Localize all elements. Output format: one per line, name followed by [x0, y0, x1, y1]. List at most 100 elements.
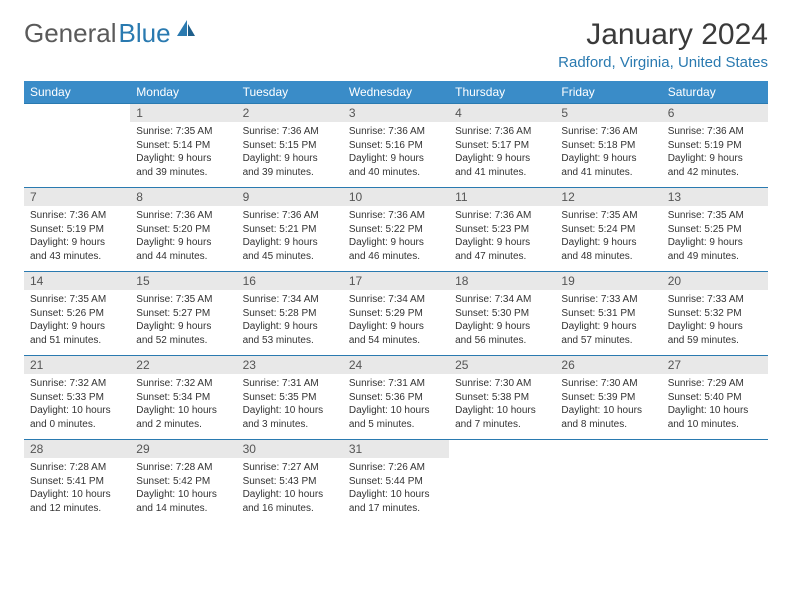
detail-line: Daylight: 9 hours [455, 152, 549, 166]
detail-line: Daylight: 9 hours [668, 236, 762, 250]
detail-line: Sunset: 5:15 PM [243, 139, 337, 153]
day-cell: 20Sunrise: 7:33 AMSunset: 5:32 PMDayligh… [662, 272, 768, 356]
day-details: Sunrise: 7:36 AMSunset: 5:22 PMDaylight:… [343, 206, 449, 271]
detail-line: Sunrise: 7:34 AM [349, 293, 443, 307]
title-block: January 2024 Radford, Virginia, United S… [558, 18, 768, 71]
day-cell: 11Sunrise: 7:36 AMSunset: 5:23 PMDayligh… [449, 188, 555, 272]
detail-line: Sunset: 5:14 PM [136, 139, 230, 153]
day-number: 27 [662, 356, 768, 374]
day-number: 3 [343, 104, 449, 122]
day-details: Sunrise: 7:36 AMSunset: 5:18 PMDaylight:… [555, 122, 661, 187]
day-details: Sunrise: 7:31 AMSunset: 5:35 PMDaylight:… [237, 374, 343, 439]
day-cell: 30Sunrise: 7:27 AMSunset: 5:43 PMDayligh… [237, 440, 343, 524]
day-cell: 2Sunrise: 7:36 AMSunset: 5:15 PMDaylight… [237, 104, 343, 188]
detail-line: Sunrise: 7:36 AM [668, 125, 762, 139]
day-cell: 23Sunrise: 7:31 AMSunset: 5:35 PMDayligh… [237, 356, 343, 440]
detail-line: and 51 minutes. [30, 334, 124, 348]
day-number [555, 440, 661, 458]
day-cell [24, 104, 130, 188]
day-cell: 16Sunrise: 7:34 AMSunset: 5:28 PMDayligh… [237, 272, 343, 356]
day-number: 23 [237, 356, 343, 374]
detail-line: Sunrise: 7:28 AM [136, 461, 230, 475]
day-number: 8 [130, 188, 236, 206]
detail-line: Sunset: 5:29 PM [349, 307, 443, 321]
detail-line: and 56 minutes. [455, 334, 549, 348]
week-row: 28Sunrise: 7:28 AMSunset: 5:41 PMDayligh… [24, 440, 768, 524]
day-number: 2 [237, 104, 343, 122]
day-number: 25 [449, 356, 555, 374]
detail-line: and 17 minutes. [349, 502, 443, 516]
detail-line: Daylight: 10 hours [561, 404, 655, 418]
detail-line: Sunset: 5:33 PM [30, 391, 124, 405]
detail-line: and 43 minutes. [30, 250, 124, 264]
weekday-tuesday: Tuesday [237, 81, 343, 104]
detail-line: and 52 minutes. [136, 334, 230, 348]
detail-line: Sunrise: 7:31 AM [243, 377, 337, 391]
detail-line: Sunset: 5:28 PM [243, 307, 337, 321]
detail-line: Sunset: 5:21 PM [243, 223, 337, 237]
detail-line: Sunset: 5:19 PM [30, 223, 124, 237]
detail-line: and 3 minutes. [243, 418, 337, 432]
day-details: Sunrise: 7:34 AMSunset: 5:29 PMDaylight:… [343, 290, 449, 355]
day-details: Sunrise: 7:28 AMSunset: 5:41 PMDaylight:… [24, 458, 130, 523]
day-number: 13 [662, 188, 768, 206]
day-details: Sunrise: 7:36 AMSunset: 5:19 PMDaylight:… [24, 206, 130, 271]
detail-line: Daylight: 9 hours [136, 152, 230, 166]
day-details: Sunrise: 7:34 AMSunset: 5:28 PMDaylight:… [237, 290, 343, 355]
day-details: Sunrise: 7:33 AMSunset: 5:31 PMDaylight:… [555, 290, 661, 355]
detail-line: and 10 minutes. [668, 418, 762, 432]
detail-line: Sunrise: 7:36 AM [455, 209, 549, 223]
detail-line: Sunset: 5:27 PM [136, 307, 230, 321]
detail-line: Daylight: 9 hours [561, 320, 655, 334]
day-details: Sunrise: 7:35 AMSunset: 5:14 PMDaylight:… [130, 122, 236, 187]
detail-line: Sunset: 5:38 PM [455, 391, 549, 405]
day-details: Sunrise: 7:26 AMSunset: 5:44 PMDaylight:… [343, 458, 449, 523]
day-number: 17 [343, 272, 449, 290]
detail-line: Daylight: 10 hours [455, 404, 549, 418]
day-details: Sunrise: 7:29 AMSunset: 5:40 PMDaylight:… [662, 374, 768, 439]
detail-line: Sunset: 5:36 PM [349, 391, 443, 405]
day-number [24, 104, 130, 122]
detail-line: and 59 minutes. [668, 334, 762, 348]
day-number: 22 [130, 356, 236, 374]
day-cell: 19Sunrise: 7:33 AMSunset: 5:31 PMDayligh… [555, 272, 661, 356]
day-cell: 6Sunrise: 7:36 AMSunset: 5:19 PMDaylight… [662, 104, 768, 188]
detail-line: Sunset: 5:41 PM [30, 475, 124, 489]
detail-line: Daylight: 9 hours [30, 320, 124, 334]
day-number: 26 [555, 356, 661, 374]
day-details: Sunrise: 7:27 AMSunset: 5:43 PMDaylight:… [237, 458, 343, 523]
day-number: 29 [130, 440, 236, 458]
detail-line: Sunrise: 7:30 AM [561, 377, 655, 391]
detail-line: Daylight: 9 hours [349, 152, 443, 166]
day-number: 28 [24, 440, 130, 458]
detail-line: and 54 minutes. [349, 334, 443, 348]
detail-line: and 12 minutes. [30, 502, 124, 516]
detail-line: Daylight: 9 hours [668, 152, 762, 166]
day-cell: 28Sunrise: 7:28 AMSunset: 5:41 PMDayligh… [24, 440, 130, 524]
day-details: Sunrise: 7:36 AMSunset: 5:15 PMDaylight:… [237, 122, 343, 187]
day-details: Sunrise: 7:30 AMSunset: 5:39 PMDaylight:… [555, 374, 661, 439]
detail-line: Sunrise: 7:31 AM [349, 377, 443, 391]
day-details: Sunrise: 7:28 AMSunset: 5:42 PMDaylight:… [130, 458, 236, 523]
detail-line: Sunrise: 7:32 AM [30, 377, 124, 391]
sail-icon [175, 18, 197, 43]
detail-line: and 53 minutes. [243, 334, 337, 348]
day-details [24, 122, 130, 133]
location-text: Radford, Virginia, United States [558, 54, 768, 71]
detail-line: and 42 minutes. [668, 166, 762, 180]
week-row: 14Sunrise: 7:35 AMSunset: 5:26 PMDayligh… [24, 272, 768, 356]
detail-line: and 46 minutes. [349, 250, 443, 264]
detail-line: Sunrise: 7:33 AM [668, 293, 762, 307]
detail-line: Sunset: 5:22 PM [349, 223, 443, 237]
day-cell [449, 440, 555, 524]
weekday-thursday: Thursday [449, 81, 555, 104]
detail-line: and 48 minutes. [561, 250, 655, 264]
detail-line: Sunset: 5:20 PM [136, 223, 230, 237]
day-details: Sunrise: 7:34 AMSunset: 5:30 PMDaylight:… [449, 290, 555, 355]
day-details: Sunrise: 7:33 AMSunset: 5:32 PMDaylight:… [662, 290, 768, 355]
detail-line: Sunrise: 7:36 AM [561, 125, 655, 139]
day-number: 1 [130, 104, 236, 122]
logo: GeneralBlue [24, 18, 197, 49]
day-details: Sunrise: 7:35 AMSunset: 5:26 PMDaylight:… [24, 290, 130, 355]
day-details [449, 458, 555, 469]
